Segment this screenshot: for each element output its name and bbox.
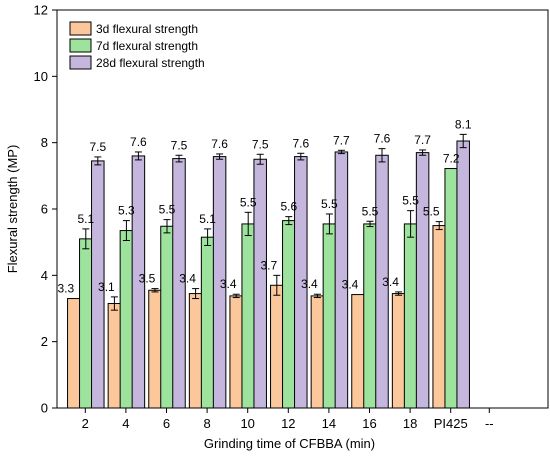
data-label: 7.6	[292, 136, 309, 150]
data-label: 5.5	[159, 203, 176, 217]
y-tick-label: 0	[41, 401, 48, 416]
data-label: 5.5	[321, 197, 338, 211]
bar	[229, 295, 243, 409]
bar	[351, 294, 365, 409]
x-tick-label-trailing: --	[485, 416, 494, 431]
data-label: 5.1	[199, 212, 216, 226]
x-tick-label: 14	[322, 416, 336, 431]
y-tick-label: 8	[41, 135, 48, 150]
data-label: 7.5	[89, 140, 106, 154]
data-label: 5.5	[423, 205, 440, 219]
axes-layer: 0 2 4 6 8 10 12 2 4 6 8 10 12 14 16 18 PI425 --	[34, 3, 494, 432]
data-label: 3.3	[57, 282, 74, 296]
bar	[160, 225, 174, 409]
bar	[79, 238, 93, 409]
data-label: 7.7	[333, 133, 350, 147]
data-label: 3.1	[98, 280, 115, 294]
bar	[444, 168, 458, 409]
data-label: 7.6	[130, 135, 147, 149]
data-label: 5.5	[362, 204, 379, 218]
bar	[119, 230, 134, 409]
x-tick-label: 8	[203, 416, 210, 431]
data-label: 3.5	[139, 272, 156, 286]
data-label: 5.5	[402, 194, 419, 208]
data-label: 5.6	[280, 200, 297, 214]
bar	[67, 298, 81, 409]
x-tick-label: 12	[281, 416, 295, 431]
x-tick-label: 18	[403, 416, 417, 431]
bars-layer	[67, 140, 470, 409]
error-bars-layer	[82, 133, 467, 311]
bar	[148, 289, 162, 409]
bar	[270, 284, 284, 409]
x-axis-title: Grinding time of CFBBA (min)	[204, 436, 375, 451]
data-label: 3.4	[179, 272, 196, 286]
bar	[363, 223, 377, 409]
x-tick-label: PI425	[434, 416, 468, 431]
y-tick-label: 6	[41, 202, 48, 217]
legend-label-3d: 3d flexural strength	[96, 22, 198, 36]
y-tick-label: 2	[41, 334, 48, 349]
data-label: 7.7	[414, 133, 431, 147]
y-tick-label: 12	[34, 3, 48, 18]
data-label: 3.4	[220, 277, 237, 291]
y-tick-label: 10	[34, 69, 48, 84]
x-tick-label: 16	[362, 416, 376, 431]
legend-label-28d: 28d flexural strength	[96, 56, 205, 70]
bar	[456, 140, 470, 409]
data-label: 3.4	[382, 275, 399, 289]
legend-swatch-7d	[69, 38, 92, 53]
x-tick-label: 2	[82, 416, 89, 431]
bar	[391, 293, 406, 409]
y-tick-label: 4	[41, 268, 48, 283]
data-label: 5.5	[240, 195, 257, 209]
x-tick-label: 10	[240, 416, 254, 431]
bar	[322, 223, 337, 409]
data-label: 7.5	[252, 137, 269, 151]
data-label: 8.1	[455, 117, 472, 131]
bar	[188, 293, 203, 409]
legend-label-7d: 7d flexural strength	[96, 39, 198, 53]
legend: 3d flexural strength 7d flexural strengt…	[69, 21, 205, 70]
legend-swatch-3d	[69, 21, 92, 36]
data-label: 3.7	[260, 258, 277, 272]
bar	[241, 223, 255, 409]
bar	[282, 220, 296, 409]
bar	[310, 295, 325, 409]
data-label: 7.6	[374, 132, 391, 146]
x-tick-label: 4	[122, 416, 129, 431]
bar	[200, 236, 215, 409]
data-labels-layer: 3.3 3.1 3.5 3.4 3.4 3.7 3.4 3.4 3.4 5.5 5.1 5.3 5.5 5…	[57, 117, 471, 295]
bar	[403, 223, 418, 409]
legend-swatch-28d	[69, 55, 92, 70]
data-label: 5.3	[118, 204, 135, 218]
data-label: 5.1	[77, 212, 94, 226]
data-label: 3.4	[342, 278, 359, 292]
data-label: 7.6	[211, 137, 228, 151]
y-axis-title: Flexural strength (MP)	[5, 145, 20, 274]
data-label: 7.5	[171, 138, 188, 152]
bar	[107, 303, 122, 409]
bar	[415, 152, 430, 409]
bar	[432, 225, 446, 409]
data-label: 7.2	[443, 152, 460, 166]
x-tick-label: 6	[163, 416, 170, 431]
data-label: 3.4	[301, 277, 318, 291]
